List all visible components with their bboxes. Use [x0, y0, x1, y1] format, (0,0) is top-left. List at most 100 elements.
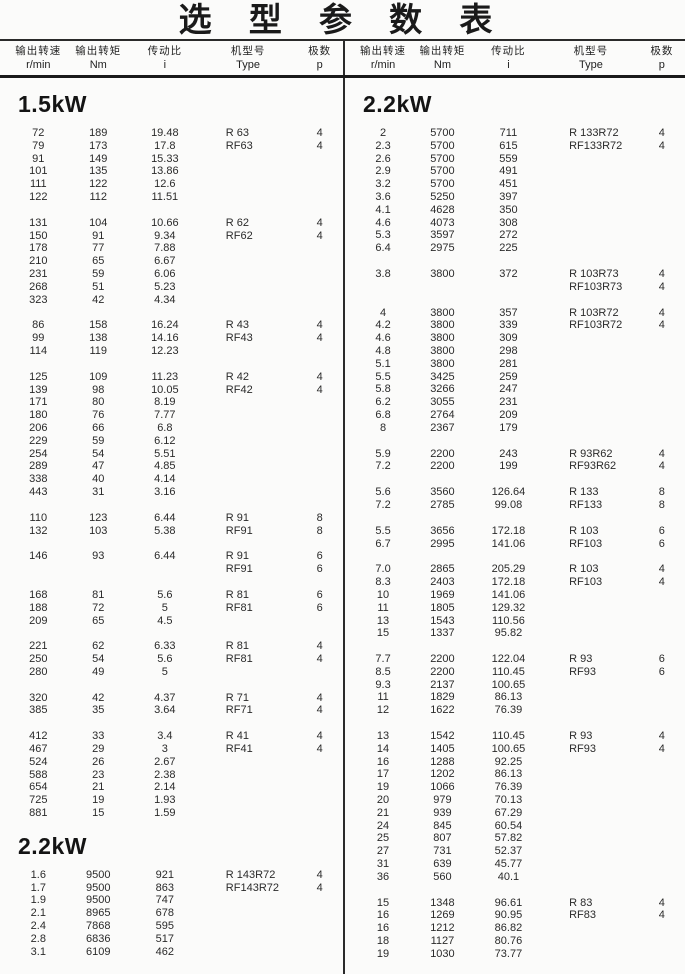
torque-cell: 5700: [430, 165, 455, 178]
torque-cell: 91: [92, 229, 105, 242]
ratio-cell: 308: [499, 216, 518, 229]
table-row: 3.6 5250 397: [355, 191, 685, 204]
table-row: 4.8 3800 298: [355, 345, 685, 358]
speed-cell: 132: [29, 524, 48, 537]
type-cell: R 133: [569, 486, 599, 499]
ratio-cell: 5.23: [154, 280, 176, 293]
row-group: 13 1542 110.45 R 93 4 14 1405 100.65 RF93 4 16 1288…: [355, 730, 685, 884]
ratio-cell: 1.93: [154, 794, 176, 807]
poles-cell: 8: [316, 524, 323, 537]
type-cell: [543, 191, 639, 204]
torque-cell: 35: [92, 704, 105, 717]
poles-cell: [296, 756, 343, 769]
torque-cell: 59: [92, 267, 105, 280]
torque-cell: 19: [92, 794, 105, 807]
torque-cell: 1348: [430, 896, 455, 909]
ratio-cell: 52.37: [494, 845, 523, 858]
torque-cell: 3597: [430, 229, 455, 242]
torque-cell: 54: [92, 447, 105, 460]
speed-cell: 467: [29, 743, 48, 756]
speed-cell: 4.6: [375, 216, 391, 229]
speed-cell: 289: [29, 460, 48, 473]
speed-cell: 524: [29, 755, 48, 768]
speed-cell: 385: [29, 704, 48, 717]
type-cell: [543, 396, 639, 409]
ratio-cell: 10.05: [151, 383, 179, 396]
ratio-cell: 747: [155, 894, 175, 907]
table-row: 16 1212 86.82: [355, 922, 685, 935]
speed-cell: 8.5: [375, 665, 391, 678]
speed-cell: 171: [29, 396, 48, 409]
column-header: 机型号 Type: [200, 44, 297, 72]
torque-cell: 4073: [430, 216, 455, 229]
type-cell: [200, 409, 297, 422]
poles-cell: 4: [316, 216, 323, 229]
column-header: 输出转速 r/min: [10, 44, 67, 72]
speed-cell: 206: [29, 421, 48, 434]
speed-cell: 881: [29, 807, 48, 820]
ratio-cell: 126.64: [491, 486, 526, 499]
torque-cell: 807: [433, 832, 452, 845]
row-group: 412 33 3.4 R 41 4 467 29 3 RF41 4 524 26 2.67 588 23 2.…: [10, 730, 343, 820]
torque-cell: 9500: [86, 881, 111, 894]
ratio-cell: 5.6: [157, 653, 173, 666]
type-cell: RF93R62: [569, 460, 617, 473]
ratio-cell: 4.85: [154, 460, 176, 473]
ratio-cell: 6.06: [154, 267, 176, 280]
speed-cell: 131: [29, 216, 48, 229]
column-header-cn: 输出转速: [15, 45, 62, 57]
poles-cell: [296, 178, 343, 191]
column-header-cn: 输出转速: [360, 45, 407, 57]
table-row: 139 98 10.05 RF42 4: [10, 384, 343, 397]
speed-cell: 111: [29, 178, 47, 191]
poles-cell: [296, 769, 343, 782]
poles-cell: 4: [316, 229, 323, 242]
ratio-cell: 6.67: [154, 255, 176, 268]
ratio-cell: 298: [499, 344, 518, 357]
type-cell: RF81: [225, 653, 253, 666]
speed-cell: 231: [29, 267, 48, 280]
poles-cell: 6: [316, 601, 323, 614]
speed-cell: 2.8: [30, 932, 46, 945]
type-cell: R 63: [225, 127, 250, 139]
torque-cell: 40: [92, 473, 105, 486]
poles-cell: [639, 242, 685, 255]
type-cell: [200, 946, 297, 959]
poles-cell: [296, 946, 343, 959]
poles-cell: [296, 153, 343, 166]
row-group: 221 62 6.33 R 81 4 250 54 5.6 RF81 4 280 49 5: [10, 640, 343, 678]
poles-cell: [639, 704, 685, 717]
table-row: 2.6 5700 559: [355, 153, 685, 166]
speed-cell: 188: [29, 601, 48, 614]
poles-cell: 6: [658, 665, 665, 678]
table-row: 17 1202 86.13: [355, 768, 685, 781]
ratio-cell: 231: [499, 396, 518, 409]
ratio-cell: 372: [499, 267, 518, 280]
poles-cell: [296, 242, 343, 255]
poles-cell: [639, 345, 685, 358]
row-group: 7.0 2865 205.29 R 103 4 8.3 2403 172.18 RF103 4 10…: [355, 563, 685, 640]
column-header: 机型号 Type: [543, 44, 639, 72]
torque-cell: 76: [92, 409, 105, 422]
table-row: 101 135 13.86: [10, 165, 343, 178]
column-header: 输出转矩 Nm: [67, 44, 130, 72]
table-row: 5.5 3425 259: [355, 371, 685, 384]
table-row: 13 1542 110.45 R 93 4: [355, 730, 685, 743]
torque-cell: 112: [89, 190, 108, 203]
row-group: 86 158 16.24 R 43 4 99 138 14.16 RF43 4 114 119 12.2…: [10, 319, 343, 357]
torque-cell: 93: [92, 550, 105, 563]
ratio-cell: 6.44: [154, 511, 176, 524]
table-row: 1.6 9500 921 R 143R72 4: [10, 869, 343, 882]
torque-cell: 21: [92, 781, 105, 794]
table-row: 6.7 2995 141.06 RF103 6: [355, 538, 685, 551]
type-cell: [543, 345, 639, 358]
speed-cell: [10, 563, 67, 576]
column-header-unit: Type: [236, 59, 260, 71]
row-group: 5.9 2200 243 R 93R62 4 7.2 2200 199 RF93R62 4: [355, 448, 685, 474]
table-row: 3.2 5700 451: [355, 178, 685, 191]
table-row: 13 1543 110.56: [355, 615, 685, 628]
ratio-cell: 129.32: [491, 601, 526, 614]
type-cell: R 93R62: [569, 447, 613, 460]
type-cell: [543, 781, 639, 794]
poles-cell: 6: [658, 524, 665, 537]
